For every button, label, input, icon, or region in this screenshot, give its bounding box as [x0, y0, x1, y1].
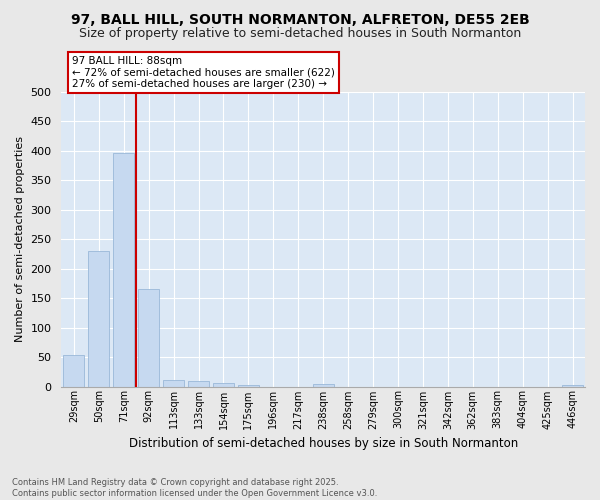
- Bar: [88, 251, 109, 386]
- X-axis label: Distribution of semi-detached houses by size in South Normanton: Distribution of semi-detached houses by …: [128, 437, 518, 450]
- Text: Contains HM Land Registry data © Crown copyright and database right 2025.
Contai: Contains HM Land Registry data © Crown c…: [12, 478, 377, 498]
- Bar: [188, 381, 209, 386]
- Bar: [213, 383, 234, 386]
- Bar: [562, 384, 583, 386]
- Text: Size of property relative to semi-detached houses in South Normanton: Size of property relative to semi-detach…: [79, 28, 521, 40]
- Y-axis label: Number of semi-detached properties: Number of semi-detached properties: [15, 136, 25, 342]
- Bar: [313, 384, 334, 386]
- Bar: [113, 154, 134, 386]
- Bar: [63, 356, 85, 386]
- Text: 97 BALL HILL: 88sqm
← 72% of semi-detached houses are smaller (622)
27% of semi-: 97 BALL HILL: 88sqm ← 72% of semi-detach…: [72, 56, 335, 89]
- Bar: [238, 384, 259, 386]
- Bar: [138, 290, 159, 386]
- Bar: [163, 380, 184, 386]
- Text: 97, BALL HILL, SOUTH NORMANTON, ALFRETON, DE55 2EB: 97, BALL HILL, SOUTH NORMANTON, ALFRETON…: [71, 12, 529, 26]
